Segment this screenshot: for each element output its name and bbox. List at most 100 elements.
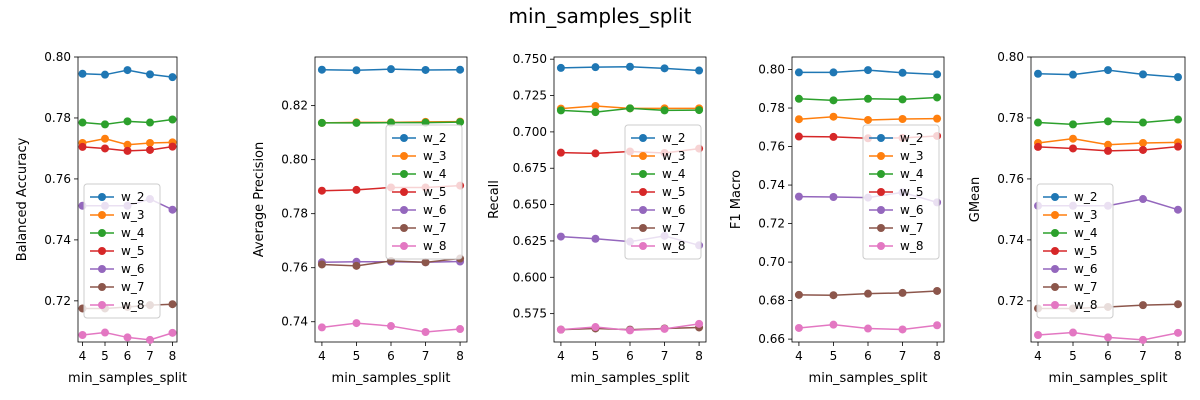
legend-swatch-marker <box>877 242 885 250</box>
y-tick-label: 0.700 <box>513 125 547 139</box>
data-point-w_4 <box>556 106 565 115</box>
y-tick-label: 0.575 <box>513 307 547 321</box>
x-tick-label: 7 <box>146 349 154 363</box>
data-point-w_7 <box>794 290 803 299</box>
legend-swatch-marker <box>1051 247 1059 255</box>
data-point-w_3 <box>864 115 872 124</box>
legend-label: w_6 <box>1074 262 1097 276</box>
legend-swatch-marker <box>98 211 106 219</box>
data-point-w_4 <box>1173 115 1182 124</box>
data-point-w_5 <box>1034 142 1043 151</box>
legend-swatch-marker <box>1051 211 1059 219</box>
data-point-w_7 <box>1138 301 1147 310</box>
data-point-w_5 <box>1104 146 1112 155</box>
legend-label: w_5 <box>1074 244 1097 258</box>
data-point-w_8 <box>556 325 565 334</box>
legend-label: w_4 <box>662 167 685 181</box>
x-tick-label: 6 <box>864 349 872 363</box>
y-axis-label: F1 Macro <box>729 170 744 229</box>
data-point-w_8 <box>864 324 872 333</box>
data-point-w_3 <box>1138 138 1147 147</box>
legend-label: w_6 <box>423 203 446 217</box>
y-tick-label: 0.650 <box>513 198 547 212</box>
data-point-w_8 <box>352 319 361 328</box>
data-point-w_4 <box>660 106 669 115</box>
x-tick-label: 5 <box>1069 349 1077 363</box>
legend-label: w_8 <box>662 239 685 253</box>
data-point-w_5 <box>1069 144 1078 153</box>
data-point-w_8 <box>933 321 942 330</box>
legend-swatch-marker <box>639 134 647 142</box>
y-tick-label: 0.80 <box>281 153 308 167</box>
x-tick-label: 8 <box>169 349 177 363</box>
data-point-w_7 <box>829 291 838 300</box>
y-tick-label: 0.76 <box>44 172 71 186</box>
data-point-w_2 <box>1069 70 1078 79</box>
y-tick-label: 0.675 <box>513 161 547 175</box>
data-point-w_8 <box>317 323 326 332</box>
legend-label: w_8 <box>1074 298 1097 312</box>
legend-label: w_2 <box>900 131 923 145</box>
data-point-w_2 <box>556 63 565 72</box>
y-tick-label: 0.66 <box>758 332 785 346</box>
x-tick-label: 6 <box>626 349 634 363</box>
x-axis-label: min_samples_split <box>809 371 928 386</box>
legend-label: w_2 <box>662 131 685 145</box>
legend-label: w_5 <box>423 185 446 199</box>
legend-swatch-marker <box>400 188 408 196</box>
data-point-w_7 <box>864 289 872 298</box>
y-tick-label: 0.70 <box>758 255 785 269</box>
y-tick-label: 0.76 <box>758 140 785 154</box>
data-point-w_2 <box>591 63 600 72</box>
data-point-w_4 <box>1034 118 1043 127</box>
data-point-w_4 <box>695 106 704 115</box>
data-point-w_8 <box>145 335 154 344</box>
data-point-w_8 <box>626 326 634 335</box>
y-tick-label: 0.625 <box>513 234 547 248</box>
x-tick-label: 4 <box>1034 349 1042 363</box>
x-tick-label: 8 <box>933 349 941 363</box>
data-point-w_7 <box>421 258 430 267</box>
legend-swatch-marker <box>98 247 106 255</box>
legend-swatch-marker <box>98 265 106 273</box>
data-point-w_2 <box>78 69 87 78</box>
y-axis-label: Recall <box>487 180 502 219</box>
data-point-w_4 <box>626 104 634 113</box>
data-point-w_4 <box>78 118 87 127</box>
data-point-w_8 <box>387 322 395 331</box>
legend-swatch-marker <box>1051 193 1059 201</box>
data-point-w_3 <box>794 115 803 124</box>
data-point-w_4 <box>1069 120 1078 129</box>
subplot-5: 4 5 6 7 8 0.72 0.74 0.76 0.78 0.80 min_samples_spl… <box>968 50 1186 386</box>
legend-label: w_6 <box>900 203 923 217</box>
data-point-w_7 <box>352 261 361 270</box>
y-tick-label: 0.80 <box>44 50 71 64</box>
x-tick-label: 4 <box>795 349 803 363</box>
data-point-w_5 <box>123 146 132 155</box>
legend-swatch-marker <box>639 152 647 160</box>
data-point-w_6 <box>1173 205 1182 214</box>
legend-swatch-marker <box>1051 301 1059 309</box>
figure-title: min_samples_split <box>508 4 692 28</box>
data-point-w_5 <box>1138 145 1147 154</box>
data-point-w_8 <box>695 319 704 328</box>
data-point-w_4 <box>829 96 838 105</box>
data-point-w_2 <box>1104 66 1112 75</box>
x-tick-label: 6 <box>1104 349 1112 363</box>
legend-swatch-marker <box>98 193 106 201</box>
legend-label: w_7 <box>121 280 144 294</box>
legend-swatch-marker <box>1051 283 1059 291</box>
y-tick-label: 0.74 <box>997 233 1024 247</box>
legend-swatch-marker <box>877 134 885 142</box>
y-tick-label: 0.74 <box>758 178 785 192</box>
data-point-w_2 <box>317 65 326 74</box>
data-point-w_7 <box>898 288 907 297</box>
legend-swatch-marker <box>877 206 885 214</box>
data-point-w_4 <box>101 120 110 129</box>
y-tick-label: 0.750 <box>513 52 547 66</box>
legend-label: w_3 <box>423 149 446 163</box>
x-tick-label: 7 <box>899 349 907 363</box>
data-point-w_4 <box>168 115 177 124</box>
